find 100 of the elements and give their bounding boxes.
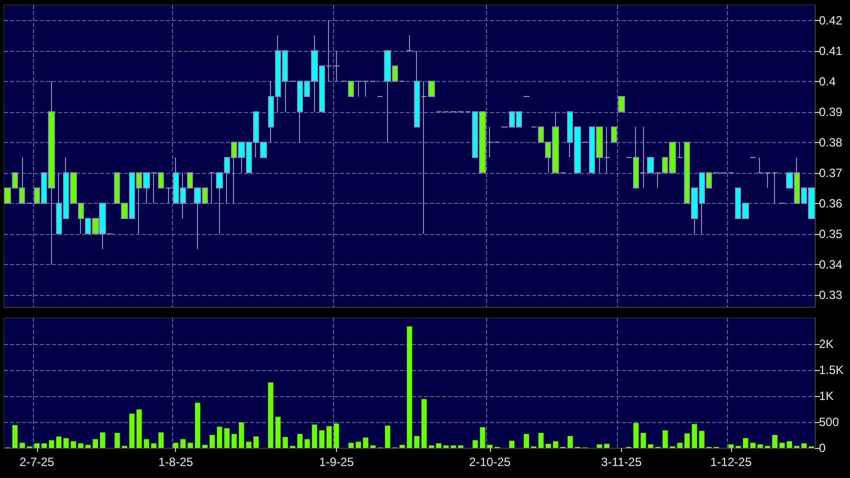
bar [12, 425, 18, 448]
bar [216, 426, 222, 448]
bar [151, 443, 156, 448]
bar [85, 444, 91, 448]
bar [406, 326, 412, 448]
bar [194, 402, 200, 448]
bar [786, 441, 792, 448]
bar [334, 424, 340, 448]
bar [180, 439, 186, 448]
bar [480, 427, 486, 448]
bar [348, 442, 354, 448]
y-tick-label: 0 [819, 441, 826, 455]
bar [772, 435, 778, 448]
y-tick-label: 0.4 [819, 74, 836, 88]
bar [70, 441, 76, 448]
bar [282, 437, 288, 448]
bar [202, 444, 208, 448]
bar [232, 434, 237, 448]
bar [34, 443, 40, 448]
y-tick-label: 2K [819, 337, 834, 351]
bar [297, 434, 303, 448]
bar [699, 430, 704, 448]
bar [238, 422, 244, 448]
x-tick-label: 1-8-25 [158, 455, 194, 469]
bar [458, 445, 464, 448]
candlestick [618, 96, 625, 112]
y-tick-label: 0.38 [819, 135, 843, 150]
bar [428, 445, 434, 448]
bar [92, 439, 98, 448]
bar [750, 442, 756, 448]
x-tick-label: 2-10-25 [469, 455, 511, 469]
y-tick-label: 1K [819, 389, 834, 403]
bar [538, 432, 544, 448]
bar [801, 443, 807, 448]
bar [400, 444, 405, 448]
bar [136, 410, 142, 448]
bar [100, 432, 106, 448]
candlestick [772, 172, 778, 204]
bar [63, 438, 69, 448]
y-tick-label: 1.5K [819, 363, 844, 377]
y-tick-label: 0.41 [819, 44, 843, 58]
bar [188, 442, 193, 448]
x-tick-label: 3-11-25 [601, 455, 642, 469]
candlestick [611, 126, 617, 143]
x-tick-label: 1-12-25 [710, 455, 752, 469]
bar [596, 444, 602, 448]
y-tick-label: 0.33 [819, 288, 843, 302]
bar [604, 444, 610, 448]
bar [268, 382, 274, 448]
bar [129, 414, 134, 448]
bar [509, 440, 514, 448]
bar [472, 440, 478, 448]
bar [253, 436, 259, 448]
bar [728, 444, 734, 448]
bar [779, 442, 785, 448]
bar [326, 426, 332, 448]
candlestick [406, 35, 413, 52]
bar [144, 439, 150, 448]
bar [552, 441, 558, 448]
bar [78, 443, 84, 448]
bar [319, 430, 324, 448]
bar [684, 433, 690, 448]
y-tick-label: 0.37 [819, 166, 843, 180]
bar [677, 442, 682, 448]
bar [304, 439, 310, 448]
bar [356, 442, 361, 448]
bar [158, 432, 164, 448]
candlestick [757, 157, 763, 174]
bar [384, 426, 390, 448]
bar [662, 430, 668, 448]
bar [758, 444, 763, 448]
bar [546, 444, 551, 448]
bar [742, 438, 748, 448]
bar [173, 442, 178, 448]
bar [640, 432, 646, 448]
bar [224, 428, 230, 448]
bar [275, 416, 281, 448]
bar [692, 424, 698, 448]
bar [20, 442, 25, 448]
bar [568, 436, 573, 448]
bar [246, 442, 252, 448]
bar [312, 424, 318, 448]
y-tick-label: 0.42 [819, 13, 843, 28]
bar [450, 445, 456, 448]
bar [370, 445, 376, 448]
x-tick-label: 2-7-25 [20, 455, 55, 469]
bar [56, 436, 62, 448]
bar [48, 440, 54, 448]
bar [443, 445, 449, 448]
y-tick-label: 0.34 [819, 257, 843, 272]
bar [114, 432, 120, 448]
y-tick-label: 0.35 [819, 226, 843, 241]
bar [363, 438, 368, 448]
bar [487, 444, 492, 448]
bar [436, 443, 442, 448]
bar [633, 423, 639, 448]
x-tick-label: 1-9-25 [319, 455, 354, 469]
y-tick-label: 0.36 [819, 196, 843, 210]
bar [524, 434, 530, 448]
bar [414, 436, 420, 448]
